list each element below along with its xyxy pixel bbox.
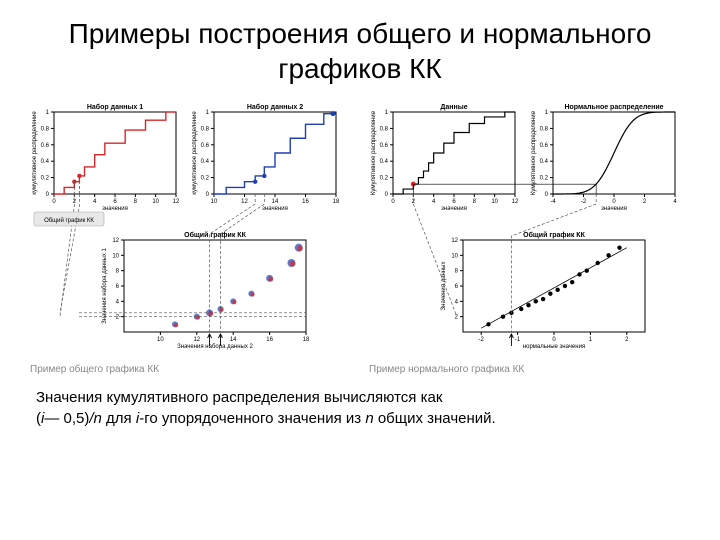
svg-text:10: 10 — [157, 337, 164, 343]
figures-row: 02468101200.20.40.60.81Набор данных 1зна… — [30, 100, 690, 375]
svg-text:1: 1 — [589, 337, 593, 343]
figure-left: 02468101200.20.40.60.81Набор данных 1зна… — [30, 100, 351, 375]
svg-text:кумулятивное распределение: кумулятивное распределение — [192, 111, 198, 195]
svg-text:0: 0 — [545, 192, 549, 198]
caption-right: Пример нормального графика КК — [369, 364, 690, 375]
svg-text:Кумулятивное распределение: Кумулятивное распределение — [531, 110, 537, 195]
svg-text:0.2: 0.2 — [201, 176, 210, 182]
svg-text:16: 16 — [266, 337, 273, 343]
caption-left: Пример общего графика КК — [30, 364, 351, 375]
svg-text:0.4: 0.4 — [540, 159, 549, 165]
svg-text:12: 12 — [241, 199, 248, 205]
svg-text:2: 2 — [455, 315, 459, 321]
svg-text:Значения набора данных 2: Значения набора данных 2 — [177, 344, 253, 350]
slide-title: Примеры построения общего и нормального … — [30, 16, 690, 86]
svg-text:16: 16 — [302, 199, 309, 205]
svg-text:1: 1 — [385, 110, 389, 116]
svg-text:0.8: 0.8 — [540, 126, 549, 132]
svg-text:18: 18 — [333, 199, 340, 205]
svg-text:0.6: 0.6 — [540, 143, 549, 149]
svg-text:10: 10 — [211, 199, 218, 205]
svg-text:значения: значения — [102, 206, 128, 212]
svg-text:Нормальное распределение: Нормальное распределение — [564, 104, 663, 111]
svg-text:0.8: 0.8 — [380, 126, 389, 132]
svg-text:6: 6 — [113, 199, 117, 205]
svg-text:4: 4 — [455, 299, 459, 305]
svg-text:6: 6 — [455, 284, 459, 290]
svg-text:Значения набора данных 1: Значения набора данных 1 — [102, 247, 108, 323]
svg-text:0.8: 0.8 — [41, 126, 50, 132]
svg-text:Общий график КК: Общий график КК — [184, 231, 246, 239]
svg-text:значения: значения — [601, 206, 627, 212]
svg-text:1: 1 — [545, 110, 549, 116]
svg-text:12: 12 — [451, 238, 458, 244]
svg-text:10: 10 — [491, 199, 498, 205]
svg-text:-2: -2 — [479, 337, 485, 343]
svg-text:0.4: 0.4 — [201, 159, 210, 165]
svg-text:2: 2 — [643, 199, 647, 205]
svg-text:0: 0 — [391, 199, 395, 205]
svg-text:8: 8 — [455, 269, 459, 275]
svg-text:0.4: 0.4 — [41, 159, 50, 165]
svg-text:4: 4 — [116, 299, 120, 305]
svg-text:4: 4 — [673, 199, 677, 205]
svg-text:Набор данных 1: Набор данных 1 — [87, 103, 143, 111]
svg-text:0: 0 — [385, 192, 389, 198]
svg-text:12: 12 — [173, 199, 180, 205]
svg-text:2: 2 — [625, 337, 629, 343]
svg-text:0: 0 — [612, 199, 616, 205]
body-text: Значения кумулятивного распределения выч… — [30, 387, 690, 429]
svg-text:10: 10 — [112, 253, 119, 259]
svg-text:нормальные значения: нормальные значения — [523, 344, 585, 350]
svg-text:-1: -1 — [515, 337, 521, 343]
svg-text:10: 10 — [451, 253, 458, 259]
svg-text:0: 0 — [206, 192, 210, 198]
svg-text:8: 8 — [134, 199, 138, 205]
svg-text:0.6: 0.6 — [41, 143, 50, 149]
svg-text:1: 1 — [206, 110, 210, 116]
svg-text:6: 6 — [116, 284, 120, 290]
svg-text:12: 12 — [193, 337, 200, 343]
svg-text:0: 0 — [52, 199, 56, 205]
svg-text:значения: значения — [262, 206, 288, 212]
svg-text:Значения данных: Значения данных — [441, 262, 447, 311]
svg-text:14: 14 — [272, 199, 279, 205]
svg-text:0: 0 — [552, 337, 556, 343]
svg-text:12: 12 — [112, 238, 119, 244]
svg-text:10: 10 — [152, 199, 159, 205]
svg-text:0.6: 0.6 — [380, 143, 389, 149]
svg-text:Общий график КК: Общий график КК — [44, 217, 94, 224]
svg-text:4: 4 — [93, 199, 97, 205]
svg-text:Общий график КК: Общий график КК — [523, 231, 585, 239]
svg-text:2: 2 — [116, 315, 120, 321]
svg-text:значения: значения — [441, 206, 467, 212]
svg-text:0.6: 0.6 — [201, 143, 210, 149]
svg-text:-4: -4 — [550, 199, 556, 205]
svg-text:-2: -2 — [581, 199, 587, 205]
svg-text:0: 0 — [46, 192, 50, 198]
svg-text:0.4: 0.4 — [380, 159, 389, 165]
svg-text:0.2: 0.2 — [41, 176, 50, 182]
svg-text:1: 1 — [46, 110, 50, 116]
svg-text:8: 8 — [473, 199, 477, 205]
svg-text:4: 4 — [432, 199, 436, 205]
svg-text:0.2: 0.2 — [540, 176, 549, 182]
figure-right: 02468101200.20.40.60.81ДанныезначенияКум… — [369, 100, 690, 375]
svg-text:6: 6 — [452, 199, 456, 205]
svg-text:Кумулятивное распределение: Кумулятивное распределение — [371, 110, 377, 195]
svg-text:Данные: Данные — [440, 104, 467, 111]
svg-text:14: 14 — [230, 337, 237, 343]
svg-text:0.2: 0.2 — [380, 176, 389, 182]
svg-text:18: 18 — [303, 337, 310, 343]
svg-text:12: 12 — [512, 199, 519, 205]
svg-text:0.8: 0.8 — [201, 126, 210, 132]
svg-text:Набор данных 2: Набор данных 2 — [247, 103, 303, 111]
svg-text:8: 8 — [116, 269, 120, 275]
svg-text:кумулятивное распределение: кумулятивное распределение — [32, 111, 38, 195]
